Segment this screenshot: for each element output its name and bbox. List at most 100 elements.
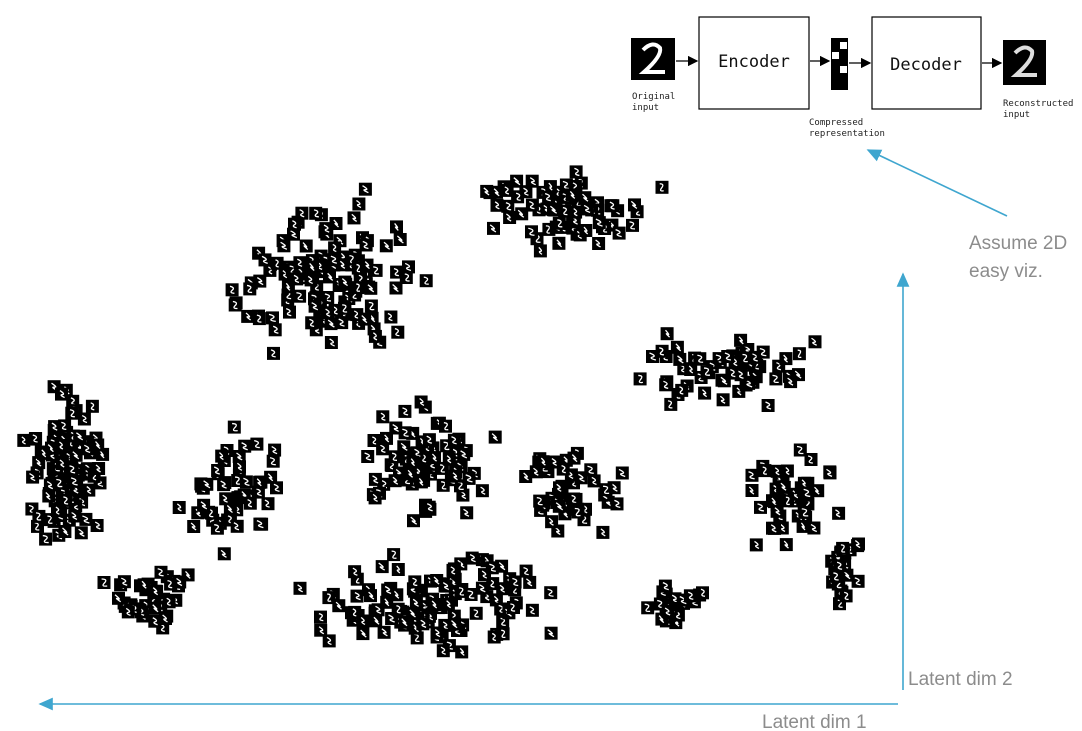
digit-stroke: [391, 550, 397, 559]
digit-stroke: [396, 235, 404, 244]
digit-stroke: [550, 205, 558, 214]
digit-stroke: [392, 423, 400, 433]
digit-stroke: [600, 528, 606, 537]
digit-stroke: [237, 462, 243, 471]
digit-stroke: [349, 254, 355, 264]
digit-thumbnail: [314, 610, 327, 624]
digit-stroke: [208, 508, 214, 518]
digit-stroke: [551, 457, 558, 467]
digit-stroke: [801, 508, 809, 517]
digit-stroke: [70, 477, 78, 486]
digit-stroke: [671, 594, 679, 603]
digit-stroke: [489, 579, 495, 588]
digit-stroke: [545, 225, 551, 234]
digit-stroke: [81, 414, 88, 424]
annotation: Assume 2D: [969, 233, 1067, 254]
digit-stroke: [354, 592, 361, 601]
digit-stroke: [412, 598, 419, 607]
digit-stroke: [245, 312, 251, 321]
digit-stroke: [556, 483, 562, 492]
digit-stroke: [505, 202, 512, 211]
digit-stroke: [499, 584, 505, 593]
digit-stroke: [467, 590, 475, 599]
digit-stroke: [629, 221, 636, 230]
digit-stroke: [771, 497, 777, 506]
digit-stroke: [351, 213, 358, 222]
digit-stroke: [547, 629, 555, 638]
digit-stroke: [324, 293, 332, 302]
digit-stroke: [247, 499, 253, 508]
digit-stroke: [402, 428, 409, 437]
digit-stroke: [557, 219, 563, 228]
digit-stroke: [452, 472, 458, 481]
digit-stroke: [299, 209, 305, 218]
digit-stroke: [297, 584, 303, 593]
digit-stroke: [659, 183, 664, 192]
digit-stroke: [327, 272, 334, 281]
digit-stroke: [578, 473, 585, 482]
digit-stroke: [373, 616, 380, 625]
digit-stroke: [463, 508, 470, 517]
digit-stroke: [394, 222, 399, 231]
digit-stroke: [176, 577, 183, 587]
digit-stroke: [529, 177, 536, 186]
digit-stroke: [748, 471, 755, 480]
digit-stroke: [400, 442, 408, 451]
digit-stroke: [327, 319, 335, 328]
digit-stroke: [392, 283, 399, 293]
encoder-label: Encoder: [718, 52, 790, 72]
digit-stroke: [770, 524, 777, 533]
digit-stroke: [121, 577, 128, 586]
digit-stroke: [465, 474, 473, 483]
digit-stroke: [84, 444, 91, 453]
digit-stroke: [433, 576, 440, 585]
digit-stroke: [811, 337, 817, 346]
digit-stroke: [373, 266, 379, 275]
digit-stroke: [675, 610, 681, 620]
digit-stroke: [748, 486, 755, 495]
digit-stroke: [602, 485, 610, 495]
digit-stroke: [393, 268, 399, 277]
digit-stroke: [364, 452, 372, 461]
digit-stroke: [275, 259, 279, 268]
digit-stroke: [243, 477, 250, 486]
digit-stroke: [396, 565, 401, 574]
digit-stroke: [327, 593, 332, 602]
x-axis-label: Latent dim 1: [762, 712, 867, 731]
digit-stroke: [264, 499, 270, 508]
digit-stroke: [562, 206, 568, 216]
digit-stroke: [744, 345, 752, 354]
digit-stroke: [785, 466, 790, 476]
digit-stroke: [285, 307, 292, 317]
digit-stroke: [489, 224, 497, 233]
digit-stroke: [383, 241, 391, 250]
digit-stroke: [457, 559, 465, 568]
digit-stroke: [420, 619, 427, 628]
digit-stroke: [352, 567, 358, 576]
digit-stroke: [794, 370, 802, 379]
digit-stroke: [510, 603, 516, 612]
code-label: Compressed: [809, 118, 863, 128]
digit-stroke: [451, 436, 457, 445]
digit-stroke: [76, 443, 83, 452]
digit-stroke: [375, 605, 382, 614]
digit-stroke: [356, 199, 362, 209]
digit-stroke: [555, 502, 564, 511]
digit-stroke: [341, 278, 348, 287]
digit-stroke: [506, 213, 512, 222]
digit-stroke: [409, 609, 416, 618]
digit-stroke: [574, 167, 580, 177]
digit-stroke: [675, 343, 682, 352]
digit-stroke: [227, 515, 233, 524]
y-axis-label: Latent dim 2: [908, 669, 1013, 690]
digit-stroke: [47, 444, 54, 453]
digit-stroke: [854, 539, 861, 549]
digit-stroke: [325, 308, 331, 317]
digit-stroke: [426, 435, 433, 444]
digit-stroke: [840, 544, 846, 553]
digit-stroke: [738, 336, 744, 345]
digit-stroke: [608, 221, 615, 230]
digit-stroke: [720, 376, 728, 385]
digit-stroke: [774, 467, 780, 476]
digit-stroke: [498, 562, 506, 571]
